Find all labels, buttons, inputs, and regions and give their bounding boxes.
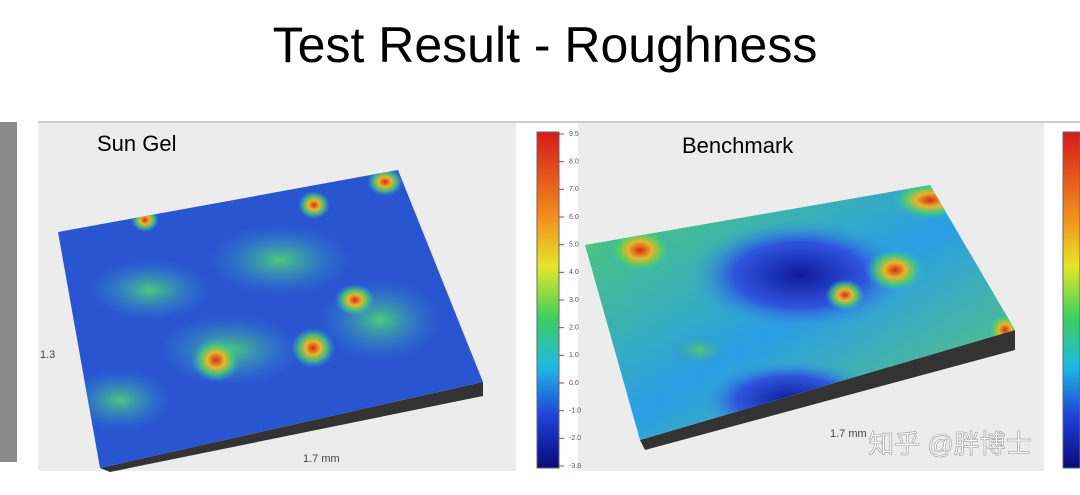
colorbar-tick-label: 4.0 bbox=[569, 269, 579, 276]
colorbar-tick-label: 7.0 bbox=[569, 186, 579, 193]
side-strip bbox=[0, 122, 17, 462]
colorbar-tick-label: 3.0 bbox=[569, 297, 579, 304]
colorbar-tick-label: 2.0 bbox=[569, 325, 579, 332]
axis-label: 1.7 mm bbox=[303, 453, 340, 465]
colorbar-tick-label: -1.0 bbox=[569, 408, 581, 415]
surface-base bbox=[640, 330, 1015, 450]
surface-base bbox=[100, 382, 483, 472]
surface-sungel bbox=[58, 170, 483, 468]
colorbar-tick-label: 9.5 bbox=[569, 131, 579, 138]
colorbar bbox=[1062, 131, 1080, 469]
axis-label: 1.7 mm bbox=[830, 428, 867, 440]
colorbar-tick-label: 1.0 bbox=[569, 352, 579, 359]
watermark: 知乎 @胖博士 bbox=[868, 429, 1032, 459]
colorbar-tick-label: -3.8 bbox=[569, 463, 581, 470]
panel-label: Benchmark bbox=[682, 133, 794, 158]
title: Test Result - Roughness bbox=[273, 17, 818, 73]
colorbar-tick-label: 6.0 bbox=[569, 214, 579, 221]
colorbar-tick-label: 0.0 bbox=[569, 380, 579, 387]
axis-label: 1.3 bbox=[40, 349, 55, 361]
panel-label: Sun Gel bbox=[97, 131, 177, 156]
colorbar-tick-label: 8.0 bbox=[569, 159, 579, 166]
colorbar-tick-label: -2.0 bbox=[569, 435, 581, 442]
colorbar-tick-label: 5.0 bbox=[569, 242, 579, 249]
colorbar bbox=[536, 131, 560, 469]
